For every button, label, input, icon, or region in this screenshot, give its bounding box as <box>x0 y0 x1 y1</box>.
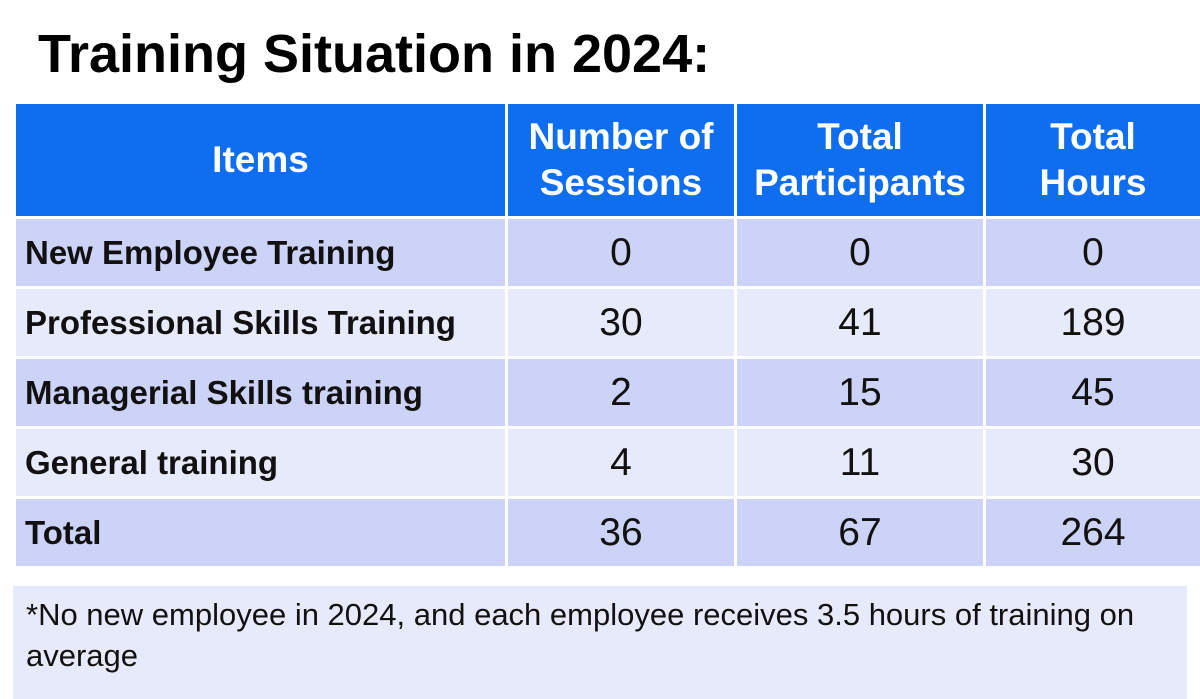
row-sessions-value: 0 <box>505 216 737 289</box>
footnote: *No new employee in 2024, and each emplo… <box>13 586 1187 699</box>
table-row: General training 4 11 30 <box>13 426 1200 499</box>
row-item-label: Professional Skills Training <box>13 286 508 359</box>
row-participants-value: 11 <box>734 426 986 499</box>
total-hours-value: 264 <box>983 496 1200 569</box>
training-table: Items Number of Sessions Total Participa… <box>13 101 1200 569</box>
header-participants-line1: Total <box>817 116 903 157</box>
row-participants-value: 15 <box>734 356 986 429</box>
row-item-label: Managerial Skills training <box>13 356 508 429</box>
header-sessions: Number of Sessions <box>505 101 737 219</box>
row-hours-value: 30 <box>983 426 1200 499</box>
row-sessions-value: 30 <box>505 286 737 359</box>
row-hours-value: 45 <box>983 356 1200 429</box>
table-total-row: Total 36 67 264 <box>13 496 1200 569</box>
row-sessions-value: 2 <box>505 356 737 429</box>
total-participants-value: 67 <box>734 496 986 569</box>
header-sessions-line1: Number of <box>528 116 714 157</box>
header-hours-line1: Total <box>1050 116 1136 157</box>
row-hours-value: 189 <box>983 286 1200 359</box>
page-title: Training Situation in 2024: <box>38 24 711 84</box>
header-sessions-line2: Sessions <box>539 162 703 203</box>
row-item-label: General training <box>13 426 508 499</box>
header-participants: Total Participants <box>734 101 986 219</box>
header-hours-line2: Hours <box>1039 162 1147 203</box>
row-sessions-value: 4 <box>505 426 737 499</box>
row-participants-value: 41 <box>734 286 986 359</box>
row-item-label: New Employee Training <box>13 216 508 289</box>
row-hours-value: 0 <box>983 216 1200 289</box>
table-row: New Employee Training 0 0 0 <box>13 216 1200 289</box>
header-participants-line2: Participants <box>754 162 966 203</box>
total-label: Total <box>13 496 508 569</box>
table-header-row: Items Number of Sessions Total Participa… <box>13 101 1200 219</box>
table-row: Professional Skills Training 30 41 189 <box>13 286 1200 359</box>
header-hours: Total Hours <box>983 101 1200 219</box>
header-items: Items <box>13 101 508 219</box>
total-sessions-value: 36 <box>505 496 737 569</box>
table-row: Managerial Skills training 2 15 45 <box>13 356 1200 429</box>
header-items-label: Items <box>212 139 309 180</box>
row-participants-value: 0 <box>734 216 986 289</box>
